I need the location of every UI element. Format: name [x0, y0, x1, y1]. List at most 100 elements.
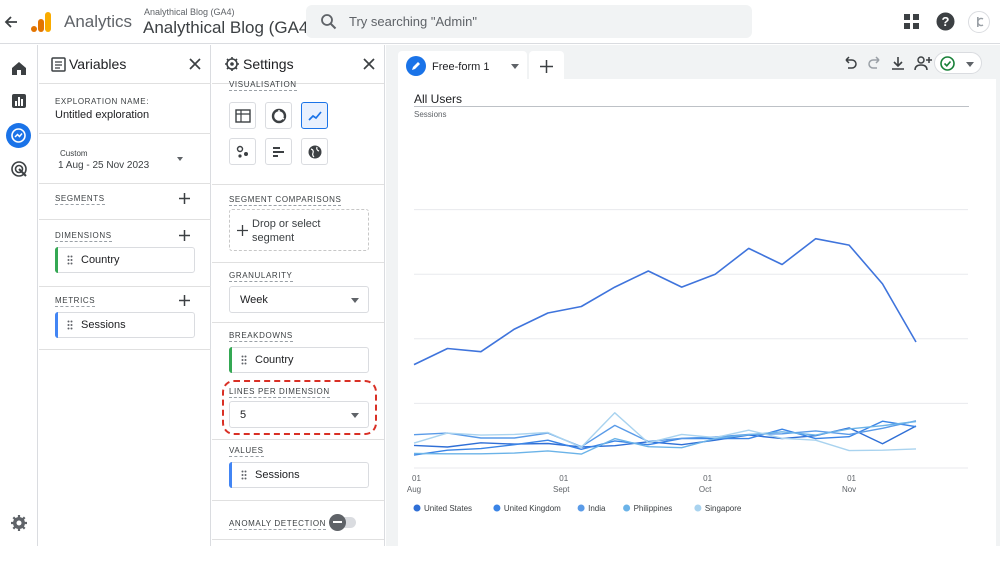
granularity-value: Week — [240, 294, 268, 306]
scatter-visualisation-button[interactable] — [229, 138, 256, 165]
analytics-logo-icon — [31, 12, 51, 32]
series-line-united-kingdom — [413, 420, 917, 456]
plus-icon — [540, 60, 553, 73]
search-bar[interactable]: Try searching "Admin" — [306, 5, 752, 38]
add-tab-button[interactable] — [529, 51, 564, 83]
close-variables-icon[interactable] — [188, 57, 202, 71]
close-settings-icon[interactable] — [362, 57, 376, 71]
legend-swatch — [577, 504, 585, 512]
reports-icon[interactable] — [10, 92, 28, 110]
breakdown-chip-country[interactable]: Country — [229, 347, 369, 373]
variables-title: Variables — [69, 56, 127, 72]
values-chip-label: Sessions — [255, 469, 300, 481]
top-bar: Analytics Analythical Blog (GA4) Analyth… — [0, 0, 1000, 44]
lines-per-dimension-highlight — [222, 380, 377, 435]
legend-label: United States — [424, 504, 472, 513]
edit-pencil-icon[interactable] — [406, 56, 426, 76]
add-metric-icon[interactable] — [178, 294, 191, 307]
share-user-icon[interactable] — [914, 55, 932, 71]
drag-handle-icon[interactable] — [67, 320, 73, 330]
add-segment-icon[interactable] — [178, 192, 191, 205]
divider — [212, 83, 384, 84]
divider — [212, 262, 384, 263]
date-range-picker[interactable]: Custom 1 Aug - 25 Nov 2023 — [55, 145, 195, 175]
metric-chip-sessions[interactable]: Sessions — [55, 312, 195, 338]
values-label: VALUES — [229, 446, 264, 457]
legend-swatch — [623, 504, 631, 512]
exploration-name-field[interactable]: Untitled exploration — [55, 109, 150, 121]
chip-color-bar — [55, 312, 58, 338]
account-name[interactable]: Analythical Blog (GA4) — [144, 7, 235, 17]
home-icon[interactable] — [10, 59, 28, 77]
legend-label: Singapore — [705, 504, 742, 513]
date-mode: Custom — [60, 149, 88, 158]
undo-icon[interactable] — [842, 55, 858, 71]
bar-visualisation-button[interactable] — [265, 138, 292, 165]
lines-per-dimension-select[interactable]: 5 — [229, 401, 369, 428]
tab-menu-caret-icon[interactable] — [511, 64, 519, 69]
chip-color-bar — [229, 347, 232, 373]
search-icon — [321, 14, 337, 30]
line-chart: 01 Aug 01 Sept 01 Oct 01 Nov United States United… — [407, 209, 968, 513]
drag-handle-icon[interactable] — [67, 255, 73, 265]
x-tick-label: 01 — [559, 474, 568, 483]
divider — [39, 349, 211, 350]
tab-label: Free-form 1 — [432, 61, 490, 73]
legend-swatch — [493, 504, 501, 512]
granularity-select[interactable]: Week — [229, 286, 369, 313]
geo-visualisation-button[interactable] — [301, 138, 328, 165]
chevron-down-icon — [966, 62, 974, 67]
apps-grid-icon[interactable] — [904, 14, 919, 29]
advertising-icon[interactable] — [10, 160, 28, 178]
status-indicator[interactable] — [934, 52, 982, 74]
dimension-chip-country[interactable]: Country — [55, 247, 195, 273]
x-tick-label: Sept — [553, 485, 570, 494]
donut-visualisation-button[interactable] — [265, 102, 292, 129]
metrics-label: METRICS — [55, 296, 96, 307]
granularity-label: GRANULARITY — [229, 271, 293, 282]
x-tick-label: 01 — [703, 474, 712, 483]
avatar[interactable] — [968, 11, 990, 33]
line-visualisation-button[interactable] — [301, 102, 328, 129]
download-icon[interactable] — [890, 55, 906, 71]
admin-gear-icon[interactable] — [10, 514, 28, 532]
series-line-all-users — [413, 237, 917, 366]
divider — [39, 286, 211, 287]
legend-label: Philippines — [634, 504, 673, 513]
dimensions-label: DIMENSIONS — [55, 231, 112, 242]
back-arrow-icon[interactable] — [2, 12, 20, 32]
chart-title-underline — [414, 106, 969, 107]
x-tick-label: Aug — [407, 485, 421, 494]
divider — [39, 219, 211, 220]
anomaly-detection-toggle[interactable] — [329, 514, 356, 531]
search-placeholder: Try searching "Admin" — [349, 14, 477, 29]
table-icon — [235, 109, 251, 123]
left-nav-rail — [0, 45, 38, 546]
x-tick-label: 01 — [412, 474, 421, 483]
horizontal-bar-icon — [273, 147, 284, 157]
drag-handle-icon[interactable] — [241, 470, 247, 480]
drag-handle-icon[interactable] — [241, 355, 247, 365]
variables-panel: Variables EXPLORATION NAME: Untitled exp… — [39, 45, 211, 546]
chip-color-bar — [229, 462, 232, 488]
add-dimension-icon[interactable] — [178, 229, 191, 242]
segment-comparisons-label: SEGMENT COMPARISONS — [229, 195, 342, 206]
dimension-chip-label: Country — [81, 254, 120, 266]
divider — [212, 184, 384, 185]
help-icon[interactable]: ? — [936, 12, 955, 31]
metric-chip-label: Sessions — [81, 319, 126, 331]
property-name[interactable]: Analythical Blog (GA4) — [143, 18, 315, 37]
divider — [39, 183, 211, 184]
legend-swatch — [413, 504, 421, 512]
tab-free-form-1[interactable]: Free-form 1 — [398, 51, 527, 83]
redo-icon[interactable] — [867, 55, 883, 71]
drop-zone-line2: segment — [252, 232, 295, 244]
segment-drop-zone[interactable]: Drop or select segment — [229, 209, 369, 251]
table-visualisation-button[interactable] — [229, 102, 256, 129]
globe-icon — [308, 145, 322, 159]
explore-nav-button[interactable] — [6, 123, 31, 148]
legend-label: United Kingdom — [504, 504, 561, 513]
values-chip-sessions[interactable]: Sessions — [229, 462, 369, 488]
divider — [212, 439, 384, 440]
explore-icon — [11, 128, 26, 143]
